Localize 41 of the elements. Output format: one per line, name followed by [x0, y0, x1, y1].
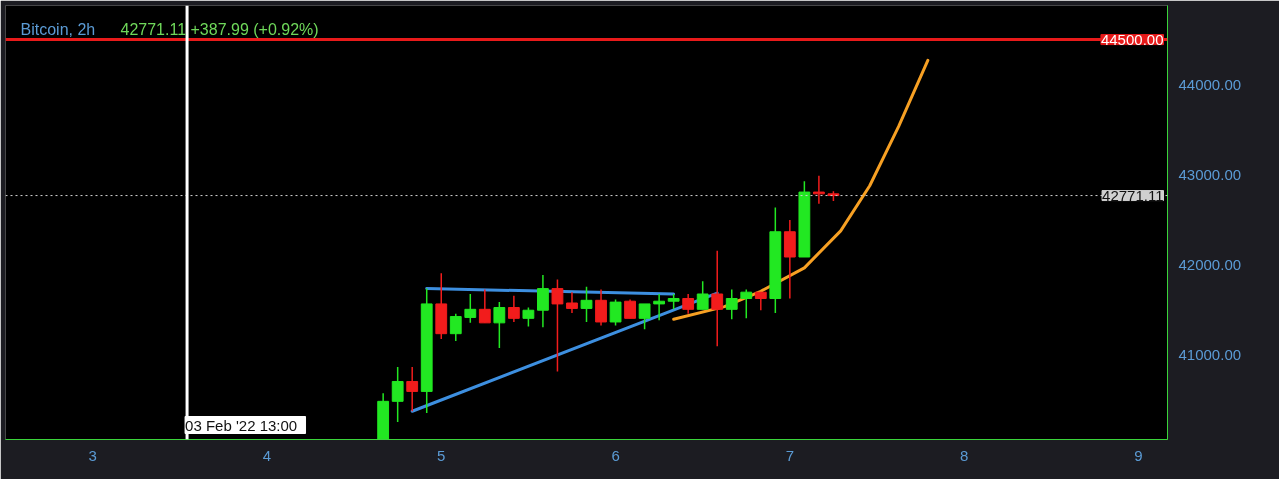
- y-tick-label: 44000.00: [1178, 75, 1242, 93]
- ref-line-label: 44500.00: [1100, 30, 1164, 48]
- x-tick-label: 3: [88, 446, 97, 464]
- candlestick: [406, 366, 419, 413]
- y-tick-label: 41000.00: [1178, 346, 1242, 364]
- x-tick-label: 7: [785, 446, 795, 464]
- candlestick: [624, 298, 636, 320]
- x-tick-label: 5: [437, 446, 446, 464]
- candlestick: [595, 288, 607, 327]
- candlestick: [725, 288, 738, 320]
- candlestick: [566, 291, 578, 314]
- candlestick: [551, 278, 564, 373]
- candlestick: [740, 288, 753, 320]
- candlestick: [537, 274, 549, 329]
- candlestick: [754, 291, 767, 311]
- x-tick-label: 6: [611, 446, 620, 464]
- y-tick-label: 42000.00: [1178, 256, 1242, 274]
- candlestick: [522, 306, 535, 328]
- candlestick: [391, 366, 404, 423]
- candlestick: [638, 303, 651, 330]
- candlestick: [507, 295, 520, 323]
- candlestick: [464, 293, 477, 324]
- candlestick: [580, 286, 593, 323]
- text: 42771.11 +387.99 (+0.92%): [120, 20, 319, 38]
- candlestick: [711, 249, 724, 348]
- candlestick: [493, 301, 506, 349]
- y-tick-label: 43000.00: [1178, 165, 1242, 183]
- x-tick-label: 4: [262, 446, 272, 464]
- ref-line-label: 42771.11: [1102, 186, 1164, 204]
- ref-line-label: 03 Feb '22 13:00: [185, 416, 298, 434]
- x-tick-label: 8: [959, 446, 969, 464]
- candlestick: [449, 313, 462, 342]
- line-series: [672, 58, 930, 321]
- candlestick: [653, 293, 666, 321]
- text: Bitcoin, 2h: [20, 20, 96, 38]
- candlestick: [478, 288, 491, 324]
- candlestick: [696, 280, 709, 311]
- candlestick: [609, 298, 622, 327]
- x-tick-label: 9: [1134, 446, 1143, 464]
- candlestick: [682, 293, 695, 315]
- candlestick: [813, 175, 825, 205]
